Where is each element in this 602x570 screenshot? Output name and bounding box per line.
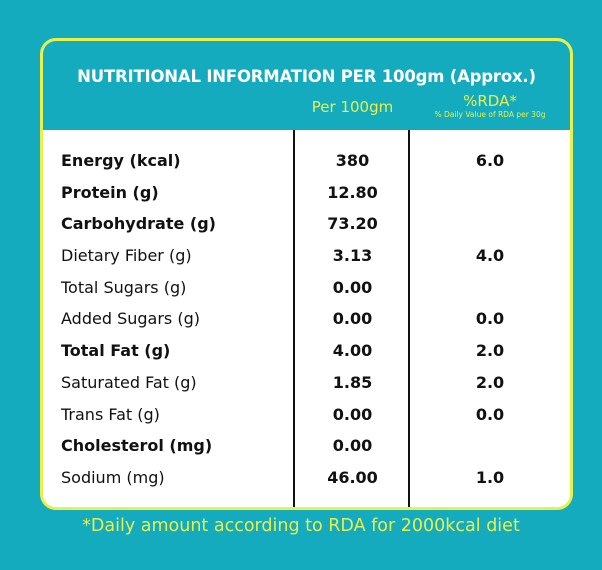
rda-value: 6.0	[475, 151, 505, 170]
rda-value: 2.0	[475, 341, 505, 361]
per-100gm-value: 73.20	[327, 214, 378, 234]
table-row: Total Sugars (g) 0.00	[43, 272, 570, 304]
per-100gm-value: 0.00	[332, 404, 373, 424]
table-row: Saturated Fat (g) 1.85 2.0	[43, 367, 570, 399]
nutrient-name: Energy (kcal)	[61, 151, 181, 170]
per-100gm-value: 46.00	[327, 467, 378, 487]
nutrient-name: Protein (g)	[61, 182, 159, 202]
per-100gm-value: 4.00	[332, 341, 373, 361]
nutrient-name: Dietary Fiber (g)	[61, 246, 192, 266]
per-100gm-value: 0.00	[332, 309, 373, 329]
nutrient-name: Trans Fat (g)	[61, 404, 160, 424]
table-header: NUTRITIONAL INFORMATION PER 100gm (Appro…	[43, 41, 570, 130]
rda-value: 0.0	[475, 404, 505, 424]
table-row: Trans Fat (g) 0.00 0.0	[43, 399, 570, 431]
per-100gm-value: 1.85	[332, 372, 373, 392]
table-row: Protein (g) 12.80	[43, 177, 570, 209]
table-row: Dietary Fiber (g) 3.13 4.0	[43, 240, 570, 272]
table-title: NUTRITIONAL INFORMATION PER 100gm (Appro…	[77, 67, 536, 86]
table-row: Cholesterol (mg) 0.00	[43, 430, 570, 462]
rda-note: % Daily Value of RDA per 30g	[434, 110, 546, 119]
rda-value: 2.0	[475, 372, 505, 392]
rda-value: 4.0	[475, 246, 505, 266]
nutrient-name: Carbohydrate (g)	[61, 214, 216, 234]
per-100gm-value: 12.80	[327, 182, 378, 202]
column-divider	[408, 130, 410, 507]
nutrient-name: Total Sugars (g)	[61, 277, 187, 297]
table-row: Sodium (mg) 46.00 1.0	[43, 462, 570, 494]
table-row: Added Sugars (g) 0.00 0.0	[43, 303, 570, 335]
table-row: Energy (kcal) 380 6.0	[43, 145, 570, 177]
rda-value: 0.0	[475, 309, 505, 329]
column-header-per-100gm: Per 100gm	[311, 98, 394, 116]
nutrient-name: Sodium (mg)	[61, 467, 165, 487]
table-row: Total Fat (g) 4.00 2.0	[43, 335, 570, 367]
nutrient-name: Total Fat (g)	[61, 341, 171, 361]
column-header-rda: %RDA* % Daily Value of RDA per 30g	[410, 92, 570, 120]
per-100gm-value: 0.00	[332, 277, 373, 297]
rda-footnote: *Daily amount according to RDA for 2000k…	[82, 516, 520, 536]
rda-value: 1.0	[475, 467, 505, 487]
rda-label: %RDA*	[463, 92, 517, 110]
per-100gm-value: 380	[335, 151, 370, 170]
column-divider	[293, 130, 295, 507]
nutrition-table: NUTRITIONAL INFORMATION PER 100gm (Appro…	[40, 38, 573, 510]
table-row: Carbohydrate (g) 73.20	[43, 208, 570, 240]
per-100gm-value: 0.00	[332, 436, 373, 456]
table-body: Energy (kcal) 380 6.0 Protein (g) 12.80 …	[43, 145, 570, 494]
nutrient-name: Cholesterol (mg)	[61, 436, 213, 456]
nutrient-name: Saturated Fat (g)	[61, 372, 197, 392]
nutrient-name: Added Sugars (g)	[61, 309, 200, 329]
per-100gm-value: 3.13	[332, 246, 373, 266]
